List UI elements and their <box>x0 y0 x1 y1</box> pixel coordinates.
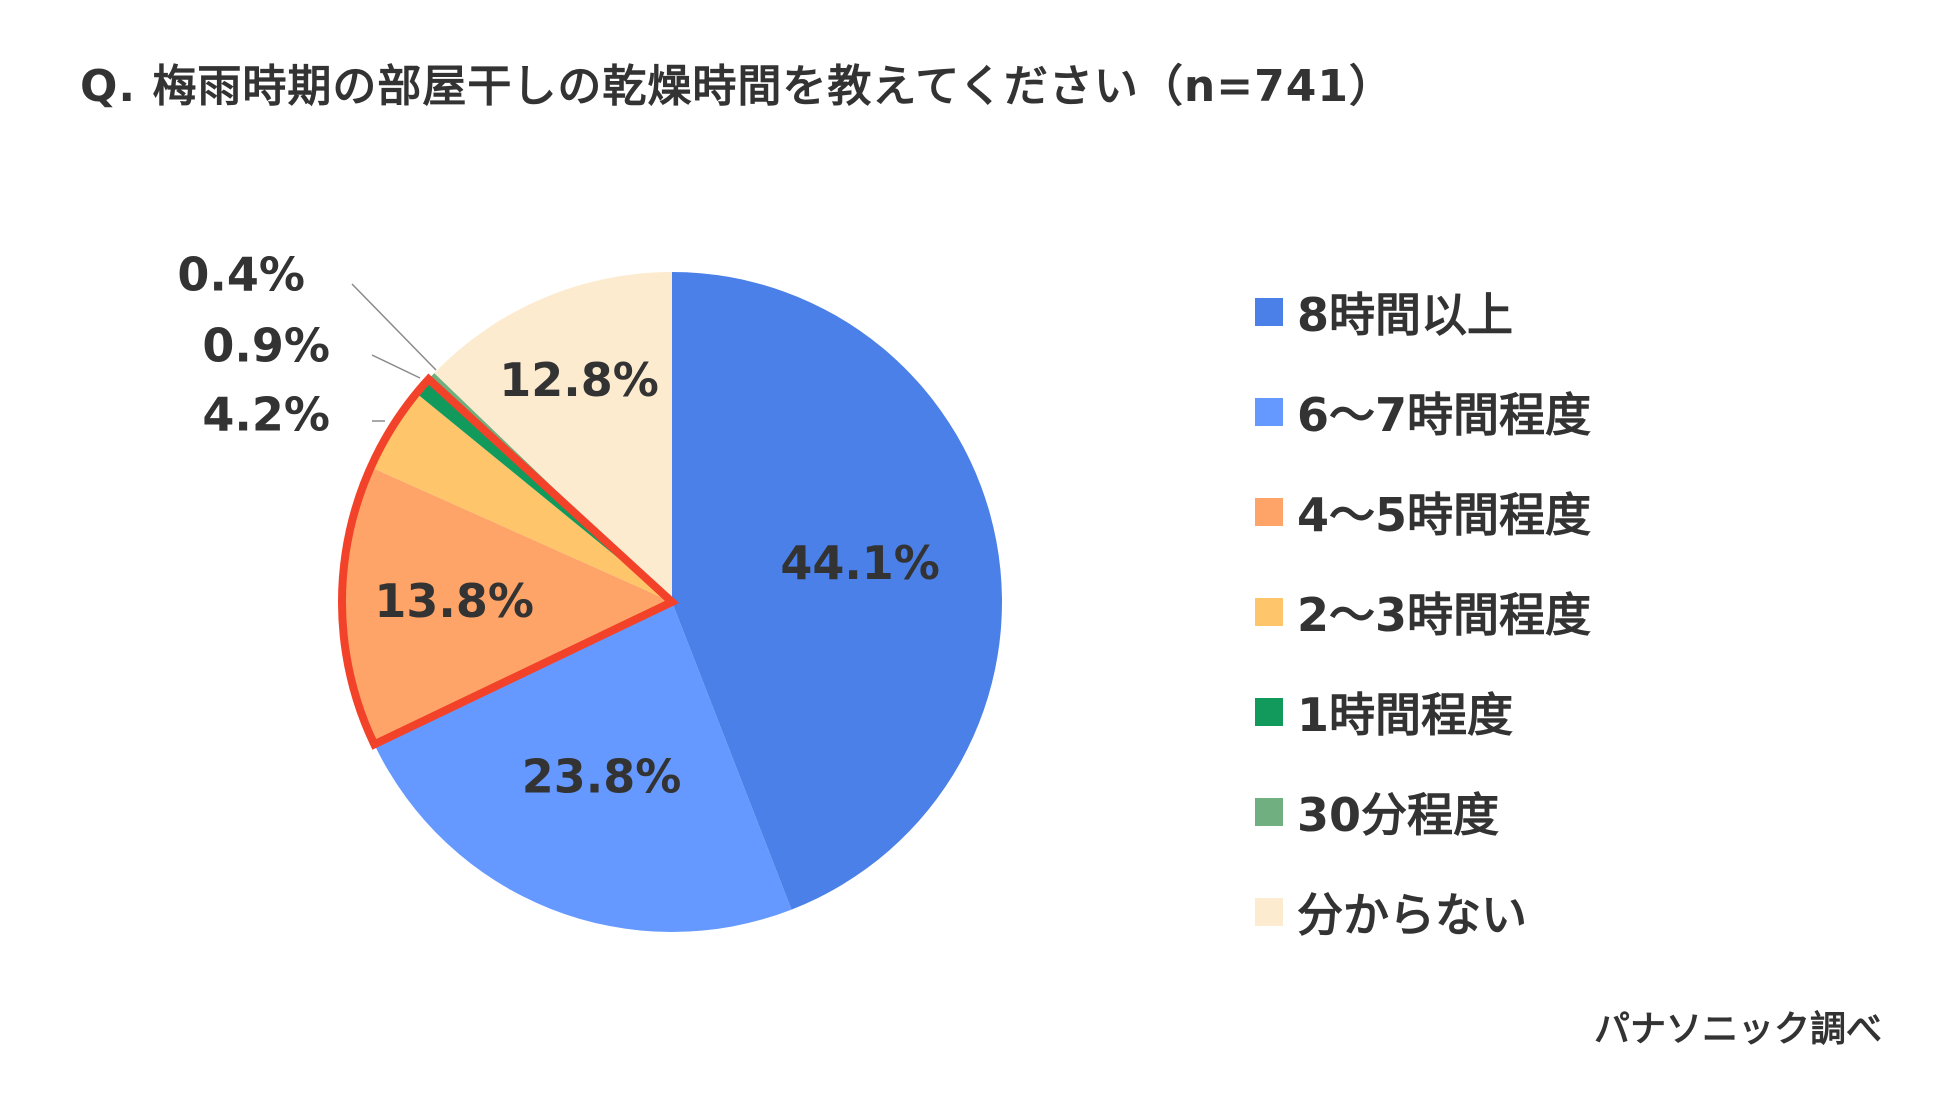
legend-item-1: 8時間以上 <box>1255 262 1591 362</box>
legend-item-4: 2〜3時間程度 <box>1255 562 1591 662</box>
highlight-outline <box>338 373 680 750</box>
legend-swatch <box>1255 298 1283 326</box>
legend-swatch <box>1255 598 1283 626</box>
legend-item-3: 4〜5時間程度 <box>1255 462 1591 562</box>
pie-slice-4 <box>370 393 672 602</box>
legend-label: 2〜3時間程度 <box>1297 588 1592 642</box>
chart-title: Q. 梅雨時期の部屋干しの乾燥時間を教えてください（n=741） <box>80 61 1394 112</box>
legend-label: 1時間程度 <box>1297 688 1514 742</box>
pie-slices <box>338 272 1002 932</box>
legend-swatch <box>1255 798 1283 826</box>
legend-swatch <box>1255 898 1283 926</box>
legend-label: 30分程度 <box>1297 788 1500 842</box>
leader-lines <box>351 283 437 422</box>
legend-item-7: 分からない <box>1255 862 1591 962</box>
pie-slice-7 <box>434 272 672 602</box>
value-label-7: 12.8% <box>499 353 659 407</box>
leader-line-6 <box>351 283 437 371</box>
value-label-1: 44.1% <box>780 536 940 590</box>
value-label-6: 0.4% <box>177 248 305 302</box>
legend-item-6: 30分程度 <box>1255 762 1591 862</box>
pie-slice-2 <box>374 602 792 932</box>
legend-item-5: 1時間程度 <box>1255 662 1591 762</box>
pie-value-labels: 44.1% 23.8% 13.8% 4.2% 0.9% 0.4% 12.8% <box>177 248 939 804</box>
legend-swatch <box>1255 498 1283 526</box>
source-note: パナソニック調べ <box>1593 1009 1882 1050</box>
pie-slice-3 <box>342 467 672 745</box>
value-label-3: 13.8% <box>374 574 534 628</box>
pie-slice-1 <box>672 272 1002 910</box>
leader-line-5 <box>371 354 421 379</box>
legend-item-2: 6〜7時間程度 <box>1255 362 1591 462</box>
value-label-2: 23.8% <box>522 749 682 803</box>
legend-label: 4〜5時間程度 <box>1297 488 1592 542</box>
value-label-4: 4.2% <box>202 388 330 442</box>
legend-swatch <box>1255 398 1283 426</box>
legend-label: 分からない <box>1297 888 1527 942</box>
legend-label: 8時間以上 <box>1297 288 1514 342</box>
legend-swatch <box>1255 698 1283 726</box>
legend-label: 6〜7時間程度 <box>1297 388 1592 442</box>
value-label-5: 0.9% <box>202 319 330 373</box>
legend: 8時間以上 6〜7時間程度 4〜5時間程度 2〜3時間程度 1時間程度 30分程度分からな… <box>1255 262 1591 962</box>
